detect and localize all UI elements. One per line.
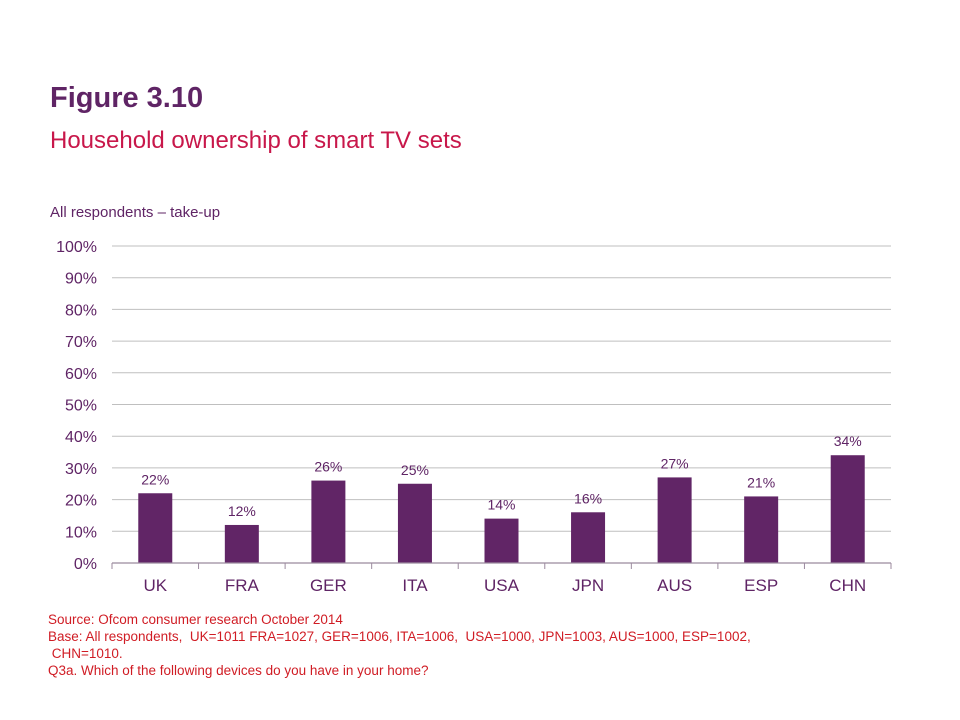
bars [138,455,865,563]
bar [657,477,692,563]
x-axis-categories: UK FRA GER ITA USA JPN AUS ESP CHN [143,576,866,595]
y-tick-label: 10% [65,524,97,541]
y-tick-label: 60% [65,366,97,383]
y-tick-label: 30% [65,461,97,478]
chart-base-label: All respondents – take-up [50,204,221,221]
bar [744,496,779,563]
x-category-label: JPN [572,576,604,595]
data-label: 27% [661,455,689,471]
y-tick-label: 90% [65,271,97,288]
data-labels: 22% 12% 26% 25% 14% 16% 27% 21% 34% [141,433,861,519]
bar [224,524,259,563]
x-category-label: AUS [657,576,692,595]
y-tick-label: 0% [74,556,97,573]
y-tick-label: 80% [65,302,97,319]
bar [571,512,606,563]
x-axis [111,562,892,569]
data-label: 26% [314,459,342,475]
y-tick-label: 100% [56,239,97,256]
bar [830,455,865,563]
x-category-label: USA [484,576,520,595]
footnotes: Source: Ofcom consumer research October … [48,611,898,679]
y-tick-label: 70% [65,334,97,351]
source-note: Source: Ofcom consumer research October … [48,612,343,627]
bar [484,518,519,563]
bar [311,480,346,563]
x-category-label: ESP [744,576,778,595]
data-label: 16% [574,490,602,506]
x-category-label: CHN [829,576,866,595]
y-tick-label: 40% [65,429,97,446]
data-label: 21% [747,474,775,490]
x-category-label: GER [310,576,347,595]
x-category-label: FRA [225,576,260,595]
data-label: 22% [141,471,169,487]
data-label: 25% [401,462,429,478]
base-note: Base: All respondents, UK=1011 FRA=1027,… [48,629,751,661]
bar [138,493,173,563]
figure-subtitle: Household ownership of smart TV sets [50,127,462,154]
data-label: 14% [487,497,515,513]
question-note: Q3a. Which of the following devices do y… [48,663,429,678]
x-category-label: ITA [402,576,428,595]
x-category-label: UK [143,576,167,595]
figure-title: Figure 3.10 [50,82,204,114]
y-tick-label: 20% [65,493,97,510]
y-axis-ticks: 0% 10% 20% 30% 40% 50% 60% 70% 80% 90% 100% [56,239,97,573]
data-label: 34% [834,433,862,449]
bar [397,483,432,563]
gridlines [112,245,891,532]
y-tick-label: 50% [65,398,97,415]
data-label: 12% [228,503,256,519]
